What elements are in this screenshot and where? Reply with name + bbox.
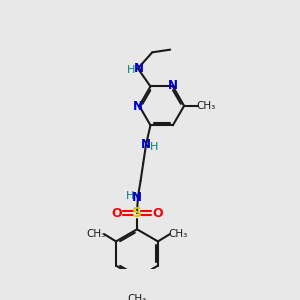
Text: N: N (132, 190, 142, 203)
Text: CH₃: CH₃ (196, 101, 215, 111)
Text: N: N (168, 79, 178, 92)
Text: CH₃: CH₃ (87, 229, 106, 239)
Text: H: H (126, 191, 134, 201)
Text: H: H (127, 65, 135, 75)
Text: S: S (132, 206, 142, 220)
Text: N: N (133, 100, 143, 113)
Text: CH₃: CH₃ (168, 229, 187, 239)
Text: O: O (111, 207, 122, 220)
Text: N: N (134, 62, 144, 75)
Text: CH₃: CH₃ (128, 294, 147, 300)
Text: N: N (141, 139, 151, 152)
Text: O: O (152, 207, 163, 220)
Text: H: H (150, 142, 158, 152)
